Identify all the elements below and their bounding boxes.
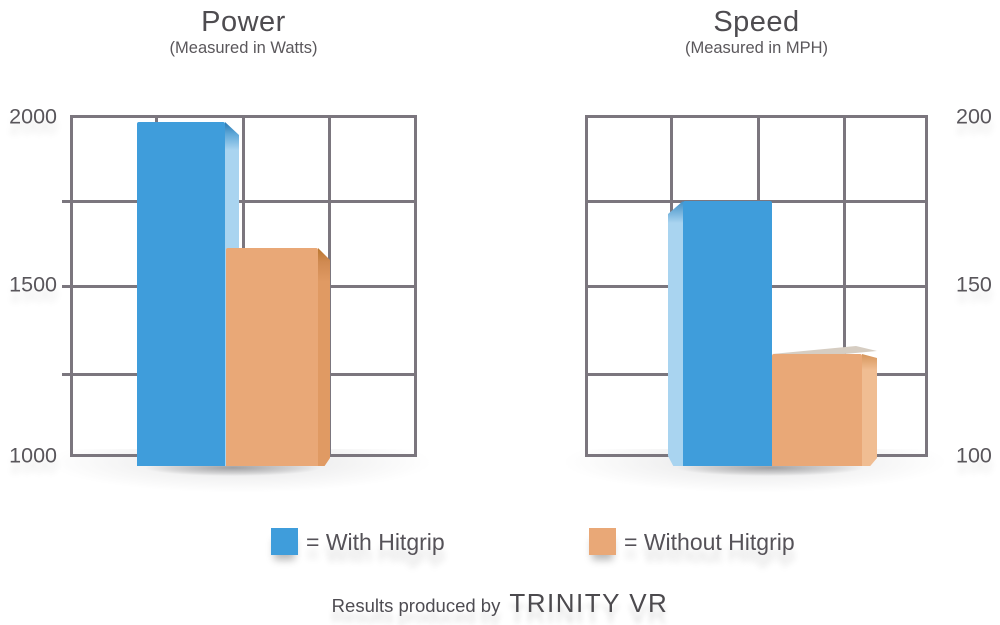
footer-credit: Results produced by TRINITY VR [0, 588, 1000, 619]
bar-speed-without-hitgrip [772, 346, 877, 466]
legend-swatch-without-hitgrip [589, 528, 616, 555]
y-tick-label: 1000 [9, 443, 57, 468]
gridline [843, 118, 846, 454]
bar-power-without-hitgrip [226, 248, 330, 466]
bar-speed-with-hitgrip [668, 201, 772, 466]
power-chart-subtitle: (Measured in Watts) [169, 39, 318, 57]
legend-label-without-hitgrip: = Without Hitgrip [624, 529, 795, 555]
bar-power-with-hitgrip [137, 122, 239, 466]
bar-side-face [668, 201, 683, 466]
legend-swatch-with-hitgrip [271, 528, 298, 555]
tick-mark [62, 285, 70, 288]
bar-side-face [318, 248, 330, 466]
legend-label-with-hitgrip: = With Hitgrip [306, 529, 445, 555]
speed-chart-subtitle: (Measured in MPH) [684, 39, 829, 57]
bar-side-face [862, 354, 877, 466]
y-tick-label: 200 [956, 104, 992, 129]
footer-credit-text: Results produced by [331, 595, 501, 616]
y-tick-label: 2000 [9, 104, 57, 129]
bar-front-face [772, 354, 862, 466]
tick-mark [62, 373, 70, 376]
bar-front-face [137, 122, 225, 466]
y-tick-label: 150 [956, 272, 992, 297]
speed-chart-title: Speed [713, 6, 800, 38]
y-tick-label: 1500 [9, 272, 57, 297]
power-chart-title: Power [201, 6, 286, 38]
speed-chart-title-block: Speed (Measured in MPH) [585, 6, 928, 58]
y-tick-label: 100 [956, 443, 992, 468]
power-chart-title-block: Power (Measured in Watts) [70, 6, 417, 58]
bar-front-face [683, 201, 772, 466]
bar-front-face [226, 248, 318, 466]
tick-mark [62, 200, 70, 203]
brand-name: TRINITY VR [509, 588, 669, 618]
